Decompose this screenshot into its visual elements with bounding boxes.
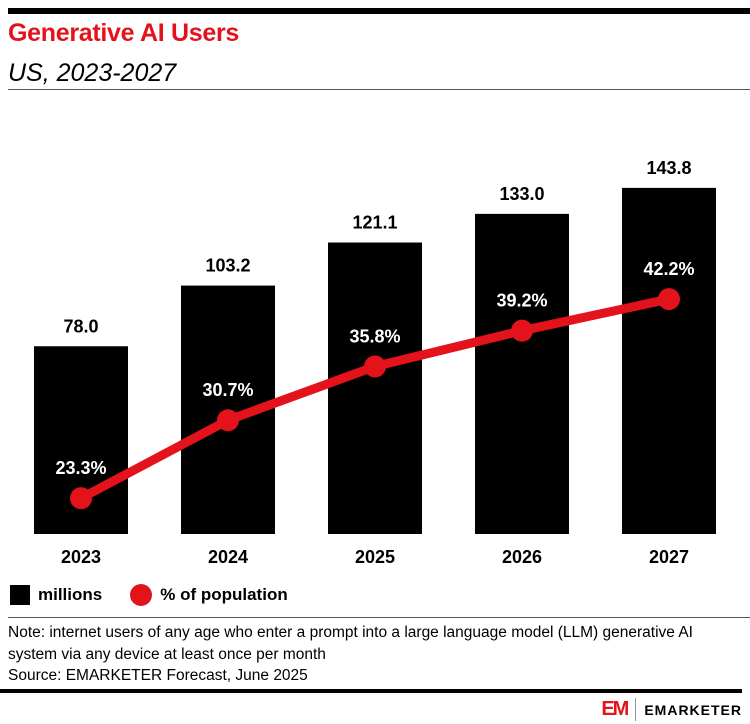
title-divider [8,89,750,90]
percent-label-2026: 39.2% [496,291,547,311]
chart-area: 78.0 2023 103.2 2024 121.1 2025 133.0 2026 143.8… [34,158,716,567]
bar-2025 [328,242,422,534]
legend-divider [8,617,750,618]
legend-label-percent: % of population [160,585,288,604]
bar-value-label-2025: 121.1 [352,213,397,233]
percent-label-2024: 30.7% [202,380,253,400]
bar-2027 [622,187,716,534]
percent-point-2024 [217,409,239,432]
x-tick-label-2024: 2024 [208,547,248,567]
legend: millions % of population [10,584,316,606]
chart-subtitle: US, 2023-2027 [8,59,177,87]
emarketer-logo: EM EMARKETER [601,698,742,721]
percent-point-2026 [511,319,533,342]
bar-value-label-2024: 103.2 [205,256,250,276]
x-tick-label-2027: 2027 [649,547,689,567]
percent-point-2023 [70,487,92,510]
legend-swatch-dot [130,584,153,606]
source: Source: EMARKETER Forecast, June 2025 [8,667,308,684]
bottom-rule [0,689,742,693]
percent-point-2027 [658,288,680,311]
percent-point-2025 [364,355,386,378]
logo-text: EMARKETER [644,701,742,718]
bar-value-label-2023: 78.0 [63,316,98,336]
percent-label-2023: 23.3% [55,458,106,478]
bar-value-label-2027: 143.8 [646,158,691,178]
legend-label-millions: millions [38,585,103,604]
chart-title: Generative AI Users [8,19,239,47]
logo-mark: EM [601,698,637,721]
x-tick-label-2026: 2026 [502,547,542,567]
bar-2026 [475,213,569,535]
x-tick-label-2023: 2023 [61,547,101,567]
bar-value-label-2026: 133.0 [499,184,544,204]
percent-label-2027: 42.2% [643,259,694,279]
note: Note: internet users of any age who ente… [8,624,693,663]
legend-item-percent: % of population [130,584,288,606]
percent-label-2025: 35.8% [349,327,400,347]
top-rule [8,8,750,14]
legend-item-millions: millions [10,585,102,605]
x-tick-label-2025: 2025 [355,547,395,567]
legend-swatch-bar [10,585,30,605]
